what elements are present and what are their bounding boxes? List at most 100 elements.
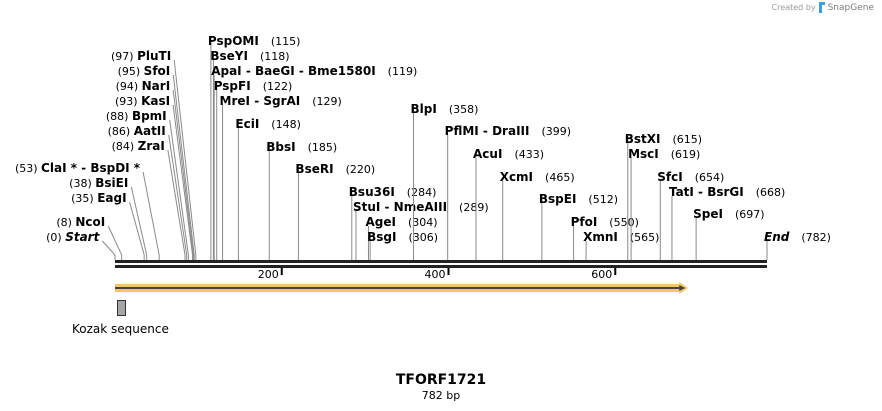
site-pspfi[interactable]: PspFI (122)	[214, 79, 293, 260]
svg-text:AcuI(433): AcuI (433)	[473, 147, 544, 161]
site-blpi[interactable]: BlpI (358)	[410, 102, 478, 260]
svg-text:(86) AatII: (86) AatII	[108, 124, 166, 138]
site-kasi[interactable]: (93) KasI	[115, 94, 194, 260]
svg-text:End(782): End (782)	[764, 230, 831, 244]
site-bpmi[interactable]: (88) BpmI	[106, 109, 189, 260]
site-clai-bspdi-[interactable]: (53) ClaI * - BspDI *	[15, 161, 160, 260]
svg-text:(97) PluTI: (97) PluTI	[111, 49, 171, 63]
backbone-top-strand	[115, 260, 767, 263]
svg-text:BsgI(306): BsgI (306)	[367, 230, 438, 244]
svg-text:(88) BpmI: (88) BpmI	[106, 109, 167, 123]
site-xmni[interactable]: XmnI (565)	[583, 230, 659, 260]
site-nari[interactable]: (94) NarI	[116, 79, 194, 260]
site-bsgi[interactable]: BsgI (306)	[367, 230, 438, 260]
site-position: (38)	[69, 177, 95, 190]
site-bspei[interactable]: BspEI (512)	[539, 192, 618, 260]
site-position: (0)	[46, 231, 65, 244]
site-position: (97)	[111, 50, 137, 63]
tick-mark	[447, 268, 450, 275]
site-acui[interactable]: AcuI (433)	[473, 147, 544, 260]
svg-text:(35) EagI: (35) EagI	[71, 191, 126, 205]
site-stui-nmeaiii[interactable]: StuI - NmeAIII (289)	[353, 200, 489, 260]
svg-text:(95) SfoI: (95) SfoI	[118, 64, 171, 78]
svg-text:XcmI(465): XcmI (465)	[500, 170, 575, 184]
site-zrai[interactable]: (84) ZraI	[112, 139, 186, 260]
svg-text:SpeI(697): SpeI (697)	[693, 207, 764, 221]
site-start[interactable]: (0) Start	[46, 230, 116, 260]
site-pflmi-draiii[interactable]: PflMI - DraIII (399)	[445, 124, 571, 260]
svg-text:(8) NcoI: (8) NcoI	[56, 215, 105, 229]
svg-text:BseRI(220): BseRI (220)	[295, 162, 375, 176]
site-bseyi[interactable]: BseYI (118)	[210, 49, 290, 260]
site-agei[interactable]: AgeI (304)	[365, 215, 438, 260]
svg-text:MreI - SgrAI(129): MreI - SgrAI (129)	[220, 94, 342, 108]
svg-text:(0) Start: (0) Start	[46, 230, 100, 244]
snapgene-logo-icon	[818, 2, 825, 13]
svg-text:(93) KasI: (93) KasI	[115, 94, 170, 108]
svg-text:BlpI(358): BlpI (358)	[410, 102, 478, 116]
site-position: (86)	[108, 125, 134, 138]
svg-text:PspFI(122): PspFI (122)	[214, 79, 293, 93]
svg-text:BstXI(615): BstXI (615)	[625, 132, 702, 146]
site-pluti[interactable]: (97) PluTI	[111, 49, 197, 260]
site-position: (95)	[118, 65, 144, 78]
backbone-bottom-strand	[115, 265, 767, 268]
site-end[interactable]: End (782)	[764, 230, 831, 260]
site-sfoi[interactable]: (95) SfoI	[118, 64, 195, 260]
site-msci[interactable]: MscI (619)	[628, 147, 700, 260]
tick-label: 400	[425, 268, 446, 281]
site-ncoi[interactable]: (8) NcoI	[56, 215, 123, 260]
site-sfci[interactable]: SfcI (654)	[657, 170, 724, 260]
snapgene-credit: Created by SnapGene	[772, 2, 874, 13]
svg-text:PfoI(550): PfoI (550)	[571, 215, 639, 229]
site-position: (88)	[106, 110, 132, 123]
site-position: (93)	[115, 95, 141, 108]
site-bstxi[interactable]: BstXI (615)	[625, 132, 702, 260]
site-aatii[interactable]: (86) AatII	[108, 124, 188, 260]
site-pspomi[interactable]: PspOMI (115)	[208, 34, 301, 260]
site-position: (84)	[112, 140, 138, 153]
site-bbsi[interactable]: BbsI (185)	[266, 140, 337, 260]
svg-text:MscI(619): MscI (619)	[628, 147, 700, 161]
site-position: (94)	[116, 80, 142, 93]
svg-text:SfcI(654): SfcI (654)	[657, 170, 724, 184]
site-bseri[interactable]: BseRI (220)	[295, 162, 375, 260]
svg-text:StuI - NmeAIII(289): StuI - NmeAIII (289)	[353, 200, 489, 214]
svg-text:(94) NarI: (94) NarI	[116, 79, 171, 93]
svg-text:ApaI - BaeGI - Bme1580I(119): ApaI - BaeGI - Bme1580I (119)	[211, 64, 417, 78]
kozak-feature-box[interactable]	[117, 300, 126, 316]
sequence-title: TFORF1721	[395, 372, 487, 388]
svg-text:PspOMI(115): PspOMI (115)	[208, 34, 301, 48]
orf-arrow-feature[interactable]	[115, 282, 689, 294]
site-ecii[interactable]: EciI (148)	[235, 117, 301, 260]
site-mrei-sgrai[interactable]: MreI - SgrAI (129)	[220, 94, 342, 260]
sequence-length: 782 bp	[421, 389, 461, 402]
site-xcmi[interactable]: XcmI (465)	[500, 170, 575, 260]
svg-text:BbsI(185): BbsI (185)	[266, 140, 337, 154]
site-tati-bsrgi[interactable]: TatI - BsrGI (668)	[669, 185, 785, 260]
svg-text:BspEI(512): BspEI (512)	[539, 192, 618, 206]
svg-text:EciI(148): EciI (148)	[235, 117, 300, 131]
site-bsu36i[interactable]: Bsu36I (284)	[349, 185, 437, 260]
svg-text:AgeI(304): AgeI (304)	[365, 215, 437, 229]
tick-label: 600	[591, 268, 612, 281]
site-position: (53)	[15, 162, 41, 175]
svg-text:XmnI(565): XmnI (565)	[583, 230, 659, 244]
kozak-feature-label[interactable]: Kozak sequence	[72, 322, 169, 336]
tick-label: 200	[258, 268, 279, 281]
site-bsiei[interactable]: (38) BsiEI	[69, 176, 148, 260]
svg-text:PflMI - DraIII(399): PflMI - DraIII (399)	[445, 124, 571, 138]
site-apai-baegi-bme1580i[interactable]: ApaI - BaeGI - Bme1580I (119)	[211, 64, 417, 260]
site-position: (8)	[56, 216, 75, 229]
site-spei[interactable]: SpeI (697)	[693, 207, 765, 260]
svg-text:(53) ClaI * - BspDI *: (53) ClaI * - BspDI *	[15, 161, 141, 175]
svg-text:(84) ZraI: (84) ZraI	[112, 139, 165, 153]
credit-prefix: Created by	[771, 3, 816, 12]
tick-mark	[614, 268, 617, 275]
site-eagi[interactable]: (35) EagI	[71, 191, 145, 260]
svg-text:BseYI(118): BseYI (118)	[210, 49, 289, 63]
credit-brand: SnapGene	[827, 2, 874, 13]
site-position: (35)	[71, 192, 97, 205]
svg-text:(38) BsiEI: (38) BsiEI	[69, 176, 128, 190]
